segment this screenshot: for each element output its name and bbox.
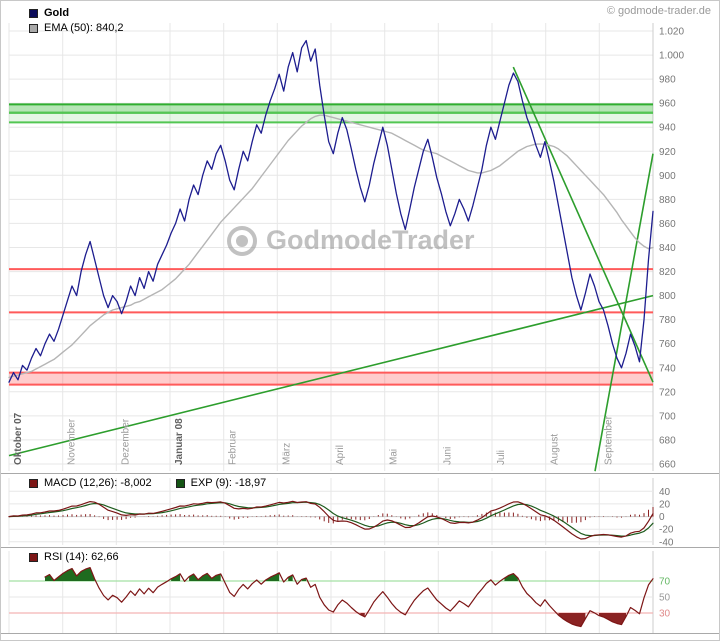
x-axis-month-label: September — [603, 415, 614, 465]
x-axis-month-label: Dezember — [120, 418, 131, 465]
macd-line — [8, 500, 654, 540]
macd-series-swatch — [29, 478, 38, 488]
y-axis-tick-label: 880 — [659, 195, 676, 206]
y-axis-tick-label: 940 — [659, 123, 676, 134]
rsi-oversold-fill — [599, 613, 626, 625]
price-chart-legend: Gold EMA (50): 840,2 — [29, 7, 124, 34]
y-axis-tick-label: 700 — [659, 411, 676, 422]
y-axis-tick-label: 820 — [659, 267, 676, 278]
gold-series-swatch — [29, 8, 38, 18]
ema-series-swatch — [29, 23, 38, 33]
x-axis-month-label: Juni — [442, 447, 453, 465]
x-axis-month-label: August — [550, 434, 561, 465]
price-chart-plot: 1.020 1.000 980 960 940 920 900 880 860 840 820 800… — [8, 23, 684, 472]
watermark-text: GodmodeTrader — [266, 225, 475, 255]
y-axis-tick-label: 860 — [659, 219, 676, 230]
y-axis-tick-label: 660 — [659, 460, 676, 471]
y-axis-tick-label: 680 — [659, 435, 676, 446]
exp-series-label: EXP (9): -18,97 — [190, 477, 267, 489]
y-axis-tick-label: 0 — [659, 512, 665, 523]
gold-price-line — [8, 39, 654, 383]
rsi-series-swatch — [29, 552, 38, 562]
y-axis-tick-label: 40 — [659, 487, 671, 498]
legend-item-rsi: RSI (14): 62,66 — [29, 551, 119, 563]
y-axis-tick-label: 30 — [659, 609, 671, 620]
y-axis-tick-label: -20 — [659, 525, 674, 536]
rsi-series-label: RSI (14): 62,66 — [44, 551, 119, 563]
rsi-oversold-fill — [558, 613, 586, 627]
y-axis-tick-label: 740 — [659, 363, 676, 374]
watermark: GodmodeTrader — [227, 225, 475, 256]
trendline — [594, 153, 654, 472]
y-axis-tick-label: 780 — [659, 315, 676, 326]
legend-item-ema: EMA (50): 840,2 — [29, 22, 124, 34]
legend-item-exp: EXP (9): -18,97 — [175, 477, 267, 489]
trendline — [8, 294, 654, 457]
resistance-zone-strong — [9, 104, 653, 113]
ema-series-label: EMA (50): 840,2 — [44, 22, 124, 34]
y-axis-tick-label: 800 — [659, 291, 676, 302]
y-axis-tick-label: 900 — [659, 171, 676, 182]
x-axis-month-label: Februar — [228, 429, 239, 465]
trendline — [512, 66, 654, 383]
y-axis-tick-label: 720 — [659, 387, 676, 398]
macd-signal-line — [8, 501, 654, 537]
y-axis-tick-label: 50 — [659, 593, 671, 604]
y-axis-tick-label: 920 — [659, 147, 676, 158]
legend-item-gold: Gold — [29, 7, 124, 19]
y-axis-tick-label: -40 — [659, 537, 674, 547]
copyright-text: © godmode-trader.de — [606, 5, 711, 17]
y-axis-tick-label: 70 — [659, 577, 671, 588]
rsi-panel: 70 50 30 RSI (14): 62,66 — [1, 547, 719, 640]
y-axis-tick-label: 840 — [659, 243, 676, 254]
y-axis-tick-label: 960 — [659, 99, 676, 110]
macd-panel: 40 20 0 -20 -40 MACD (12,26): -8,002 EXP (9)… — [1, 473, 719, 547]
gold-series-label: Gold — [44, 7, 70, 19]
x-axis-month-label: Januar 08 — [174, 418, 185, 465]
y-axis-tick-label: 980 — [659, 75, 676, 86]
x-axis-month-label: April — [335, 445, 346, 465]
macd-legend: MACD (12,26): -8,002 EXP (9): -18,97 — [29, 477, 266, 489]
support-zone-730 — [9, 372, 653, 385]
rsi-legend: RSI (14): 62,66 — [29, 551, 119, 563]
y-axis-tick-label: 760 — [659, 339, 676, 350]
y-axis-tick-label: 1.000 — [659, 51, 684, 62]
x-axis-month-label: März — [281, 443, 292, 465]
y-axis-tick-label: 1.020 — [659, 27, 684, 38]
x-axis-month-label: November — [67, 418, 78, 465]
x-axis-month-label: Mai — [389, 449, 400, 465]
y-axis-tick-label: 20 — [659, 499, 671, 510]
rsi-plot: 70 50 30 — [1, 547, 719, 634]
macd-series-label: MACD (12,26): -8,002 — [44, 477, 152, 489]
exp-series-swatch — [175, 478, 185, 488]
x-axis-month-label: Juli — [496, 450, 507, 465]
price-chart-panel: GodmodeTrader 1.020 1.000 980 960 940 920 900 8… — [1, 1, 719, 473]
rsi-line — [44, 567, 654, 628]
x-axis-month-label: Oktober 07 — [13, 412, 24, 465]
rsi-overbought-fill — [288, 574, 293, 581]
legend-item-macd: MACD (12,26): -8,002 — [29, 477, 152, 489]
godmodetrader-logo-icon — [227, 225, 257, 256]
